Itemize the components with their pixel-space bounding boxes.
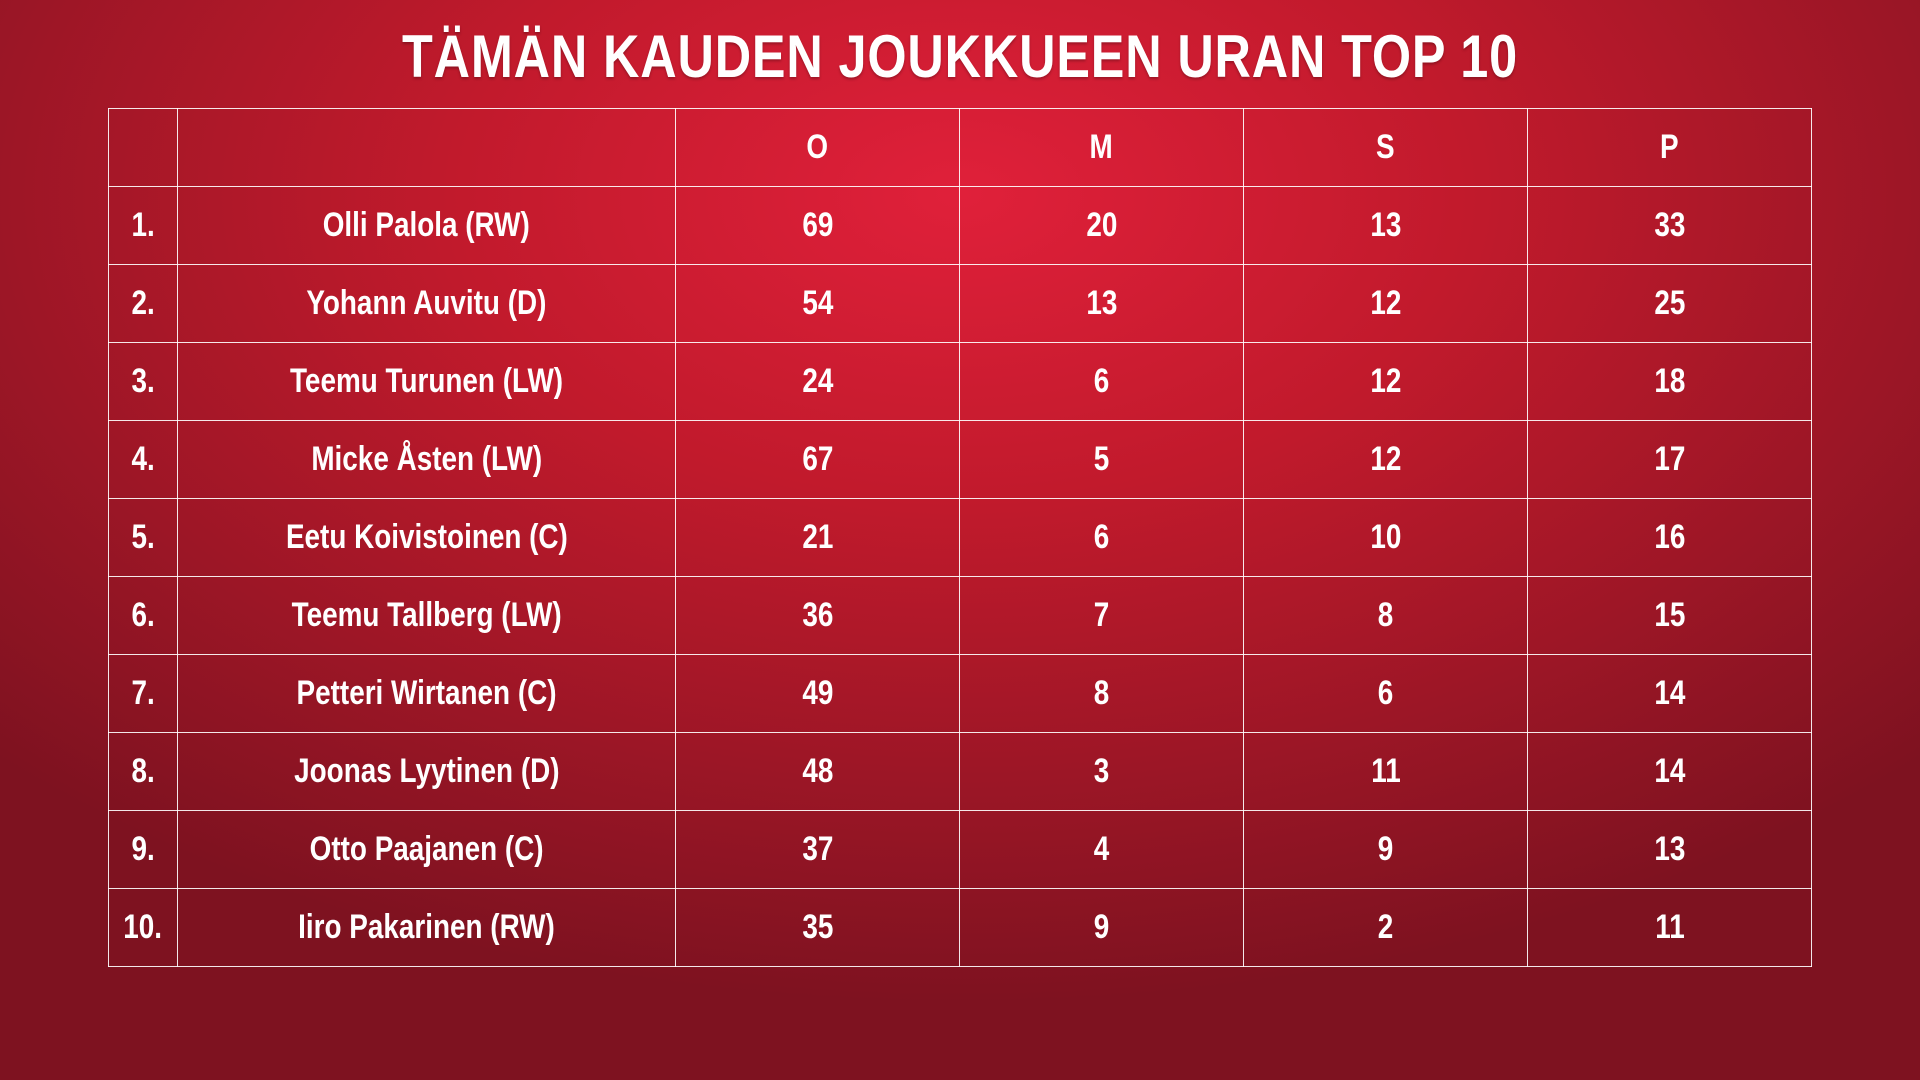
stat-m-cell: 13 [959,264,1244,343]
rank-cell: 8. [108,732,178,811]
stat-p-cell: 17 [1527,420,1812,499]
stat-s-cell: 6 [1243,654,1528,733]
table-row: 10. Iiro Pakarinen (RW) 35 9 2 11 [108,888,1812,967]
stat-m-cell: 6 [959,342,1244,421]
page-title: TÄMÄN KAUDEN JOUKKUEEN URAN TOP 10 [401,23,1519,90]
table-row: 7. Petteri Wirtanen (C) 49 8 6 14 [108,654,1812,733]
table-row: 4. Micke Åsten (LW) 67 5 12 17 [108,420,1812,499]
stat-m-cell: 7 [959,576,1244,655]
player-name-cell: Micke Åsten (LW) [177,420,676,499]
table-row: 8. Joonas Lyytinen (D) 48 3 11 14 [108,732,1812,811]
header-p: P [1527,108,1812,187]
stat-p-cell: 14 [1527,732,1812,811]
player-name-cell: Joonas Lyytinen (D) [177,732,676,811]
table-row: 9. Otto Paajanen (C) 37 4 9 13 [108,810,1812,889]
player-name-cell: Teemu Turunen (LW) [177,342,676,421]
stat-o-cell: 49 [675,654,960,733]
rank-cell: 9. [108,810,178,889]
stat-s-cell: 11 [1243,732,1528,811]
player-name-cell: Teemu Tallberg (LW) [177,576,676,655]
stat-s-cell: 12 [1243,342,1528,421]
player-name-cell: Petteri Wirtanen (C) [177,654,676,733]
player-name-cell: Otto Paajanen (C) [177,810,676,889]
stat-o-cell: 69 [675,186,960,265]
stat-p-cell: 13 [1527,810,1812,889]
rank-cell: 4. [108,420,178,499]
stat-s-cell: 2 [1243,888,1528,967]
player-name-cell: Yohann Auvitu (D) [177,264,676,343]
stat-p-cell: 16 [1527,498,1812,577]
stat-o-cell: 37 [675,810,960,889]
table-row: 6. Teemu Tallberg (LW) 36 7 8 15 [108,576,1812,655]
stat-m-cell: 9 [959,888,1244,967]
stats-table: O M S P 1. Olli Palola (RW) 69 20 13 33 … [108,108,1812,967]
stat-o-cell: 67 [675,420,960,499]
stat-p-cell: 18 [1527,342,1812,421]
stat-m-cell: 5 [959,420,1244,499]
player-name-cell: Iiro Pakarinen (RW) [177,888,676,967]
stat-s-cell: 13 [1243,186,1528,265]
stat-o-cell: 48 [675,732,960,811]
rank-cell: 10. [108,888,178,967]
stat-o-cell: 36 [675,576,960,655]
stat-o-cell: 35 [675,888,960,967]
stat-o-cell: 54 [675,264,960,343]
player-name-cell: Olli Palola (RW) [177,186,676,265]
rank-cell: 2. [108,264,178,343]
stat-s-cell: 12 [1243,420,1528,499]
stat-s-cell: 9 [1243,810,1528,889]
table-row: 3. Teemu Turunen (LW) 24 6 12 18 [108,342,1812,421]
stat-m-cell: 4 [959,810,1244,889]
stat-m-cell: 6 [959,498,1244,577]
player-name-cell: Eetu Koivistoinen (C) [177,498,676,577]
stat-s-cell: 10 [1243,498,1528,577]
table-row: 1. Olli Palola (RW) 69 20 13 33 [108,186,1812,265]
rank-cell: 7. [108,654,178,733]
stat-o-cell: 21 [675,498,960,577]
header-o: O [675,108,960,187]
header-s: S [1243,108,1528,187]
stat-o-cell: 24 [675,342,960,421]
header-name [177,108,676,187]
stat-p-cell: 14 [1527,654,1812,733]
header-rank [108,108,178,187]
header-m: M [959,108,1244,187]
table-row: 5. Eetu Koivistoinen (C) 21 6 10 16 [108,498,1812,577]
stat-p-cell: 25 [1527,264,1812,343]
stat-s-cell: 12 [1243,264,1528,343]
stat-p-cell: 11 [1527,888,1812,967]
stat-p-cell: 33 [1527,186,1812,265]
stat-m-cell: 8 [959,654,1244,733]
stat-p-cell: 15 [1527,576,1812,655]
stat-m-cell: 3 [959,732,1244,811]
stat-m-cell: 20 [959,186,1244,265]
rank-cell: 6. [108,576,178,655]
table-header-row: O M S P [108,108,1812,187]
stat-s-cell: 8 [1243,576,1528,655]
rank-cell: 1. [108,186,178,265]
rank-cell: 5. [108,498,178,577]
rank-cell: 3. [108,342,178,421]
table-row: 2. Yohann Auvitu (D) 54 13 12 25 [108,264,1812,343]
